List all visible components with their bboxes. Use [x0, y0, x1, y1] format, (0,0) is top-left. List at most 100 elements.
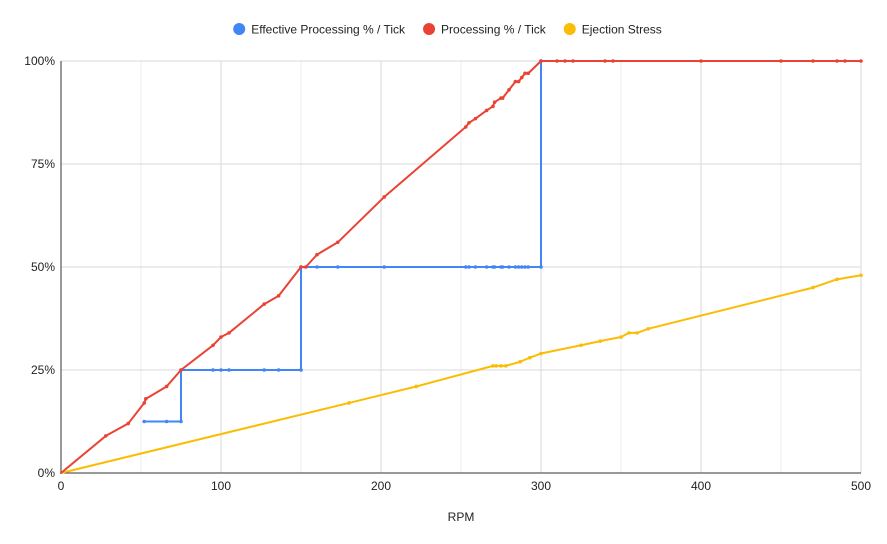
data-point[interactable]: [336, 265, 340, 269]
data-point[interactable]: [219, 368, 223, 372]
y-tick-label: 50%: [31, 260, 55, 274]
data-point[interactable]: [526, 71, 530, 76]
data-point[interactable]: [779, 59, 783, 63]
data-point[interactable]: [518, 359, 522, 364]
y-tick-label: 100%: [24, 54, 55, 68]
data-point[interactable]: [336, 240, 340, 245]
data-point[interactable]: [467, 121, 471, 125]
data-point[interactable]: [491, 364, 495, 368]
data-point[interactable]: [843, 59, 847, 63]
data-point[interactable]: [299, 368, 303, 372]
x-axis-title: RPM: [448, 510, 475, 524]
legend-label: Effective Processing % / Tick: [251, 23, 406, 37]
data-point[interactable]: [859, 273, 863, 278]
data-point[interactable]: [276, 368, 281, 372]
data-point[interactable]: [835, 277, 839, 282]
series-processing-tick: [60, 59, 863, 474]
data-point[interactable]: [315, 252, 319, 257]
data-point[interactable]: [528, 355, 532, 360]
data-point[interactable]: [262, 368, 267, 372]
data-point[interactable]: [646, 327, 650, 331]
data-point[interactable]: [142, 419, 146, 424]
data-point[interactable]: [492, 265, 497, 269]
data-point[interactable]: [539, 351, 543, 356]
x-tick-label: 300: [531, 479, 551, 493]
x-axis: 0 100 200 300 400 500: [58, 472, 871, 493]
data-point[interactable]: [304, 265, 308, 269]
data-point[interactable]: [219, 335, 223, 339]
data-point[interactable]: [507, 265, 511, 269]
data-point[interactable]: [382, 265, 387, 269]
data-point[interactable]: [516, 79, 521, 84]
data-point[interactable]: [507, 88, 511, 92]
data-point[interactable]: [504, 364, 508, 368]
data-point[interactable]: [539, 59, 543, 63]
data-point[interactable]: [464, 265, 468, 269]
data-point[interactable]: [227, 331, 231, 335]
data-point[interactable]: [492, 100, 497, 104]
data-point[interactable]: [499, 364, 503, 368]
data-point[interactable]: [467, 265, 471, 269]
data-point[interactable]: [603, 59, 607, 63]
data-point[interactable]: [500, 265, 505, 269]
data-point[interactable]: [811, 59, 815, 63]
data-point[interactable]: [520, 75, 524, 80]
data-point[interactable]: [835, 59, 839, 63]
x-tick-label: 100: [211, 479, 231, 493]
data-point[interactable]: [513, 265, 518, 269]
data-point[interactable]: [539, 265, 543, 269]
data-point[interactable]: [473, 116, 478, 121]
series-effective-processing-tick: [142, 59, 543, 424]
y-tick-label: 75%: [31, 157, 55, 171]
data-point[interactable]: [635, 331, 639, 335]
data-point[interactable]: [414, 384, 419, 389]
data-point[interactable]: [555, 59, 559, 63]
data-point[interactable]: [516, 265, 521, 269]
legend-swatch: [233, 23, 246, 35]
data-point[interactable]: [699, 59, 703, 63]
data-point[interactable]: [347, 401, 351, 405]
data-point[interactable]: [500, 96, 505, 100]
data-point[interactable]: [811, 285, 815, 290]
data-point[interactable]: [126, 421, 130, 426]
data-point[interactable]: [104, 434, 108, 438]
data-point[interactable]: [579, 343, 583, 348]
data-point[interactable]: [276, 294, 281, 298]
data-point[interactable]: [563, 59, 567, 63]
data-point[interactable]: [315, 265, 319, 269]
data-point[interactable]: [179, 419, 183, 424]
data-point[interactable]: [619, 335, 623, 339]
data-point[interactable]: [144, 397, 148, 401]
data-point[interactable]: [211, 368, 215, 372]
data-point[interactable]: [611, 59, 615, 63]
data-point[interactable]: [262, 302, 267, 306]
data-point[interactable]: [859, 59, 863, 63]
data-point[interactable]: [526, 265, 530, 269]
data-point[interactable]: [513, 79, 518, 84]
legend-item-processing-tick[interactable]: Processing % / Tick: [423, 23, 547, 37]
data-point[interactable]: [520, 265, 524, 269]
data-point[interactable]: [211, 343, 215, 348]
data-point[interactable]: [179, 368, 183, 372]
data-point[interactable]: [464, 125, 468, 129]
data-point[interactable]: [484, 108, 489, 113]
data-point[interactable]: [164, 384, 169, 389]
data-point[interactable]: [491, 104, 495, 109]
legend-item-effective-processing-tick[interactable]: Effective Processing % / Tick: [233, 23, 406, 37]
data-point[interactable]: [164, 419, 169, 424]
data-point[interactable]: [299, 265, 303, 269]
data-point[interactable]: [142, 401, 146, 405]
data-point[interactable]: [227, 368, 231, 372]
y-tick-label: 0%: [38, 466, 56, 480]
data-point[interactable]: [494, 364, 499, 368]
data-point[interactable]: [598, 339, 602, 343]
data-point[interactable]: [382, 195, 387, 199]
data-point[interactable]: [627, 331, 631, 335]
data-point[interactable]: [484, 265, 489, 269]
legend-item-ejection-stress[interactable]: Ejection Stress: [563, 23, 662, 37]
data-point[interactable]: [473, 265, 478, 269]
data-point[interactable]: [523, 71, 527, 76]
data-point[interactable]: [571, 59, 575, 63]
data-point[interactable]: [523, 265, 527, 269]
